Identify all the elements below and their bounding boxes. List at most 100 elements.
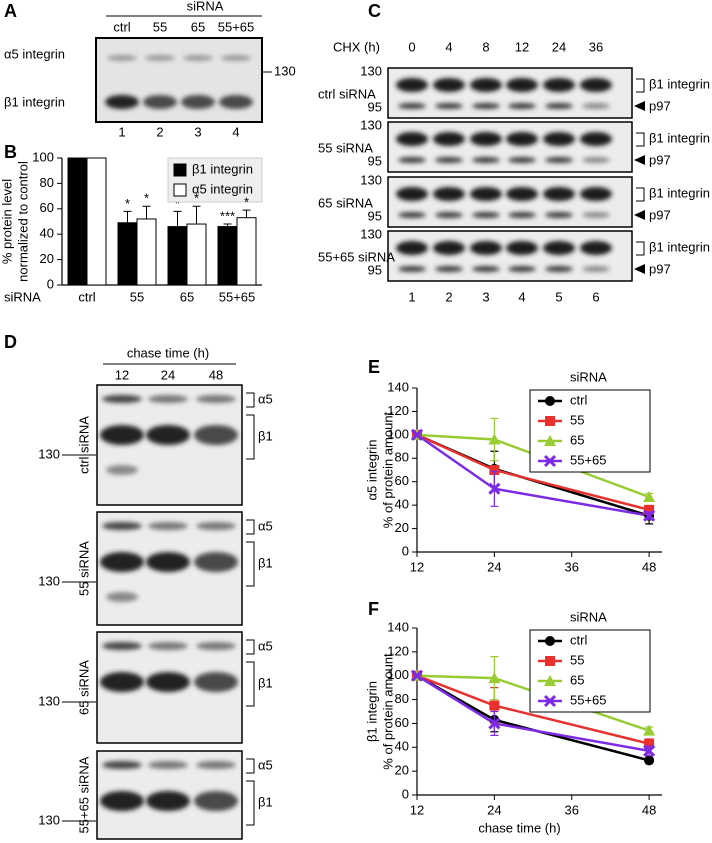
band bbox=[472, 266, 500, 272]
lane-number: 1 bbox=[408, 289, 415, 304]
band-label: α5 bbox=[258, 391, 273, 406]
band-label: β1 bbox=[258, 555, 273, 570]
band bbox=[543, 132, 575, 146]
band-label: α5 bbox=[258, 757, 273, 772]
band bbox=[196, 761, 236, 769]
marker-label: 130 bbox=[360, 63, 382, 78]
bracket bbox=[636, 187, 645, 202]
error-bar bbox=[223, 223, 232, 227]
band-label: β1 integrin bbox=[649, 185, 710, 200]
band bbox=[196, 522, 236, 530]
arrow bbox=[634, 210, 645, 220]
band bbox=[543, 241, 575, 255]
lane-number: 2 bbox=[156, 124, 163, 139]
band bbox=[545, 266, 573, 272]
blot bbox=[95, 37, 263, 123]
band bbox=[146, 425, 190, 445]
marker-label: 95 bbox=[368, 99, 382, 114]
legend-title: siRNA bbox=[570, 369, 607, 384]
significance: * bbox=[194, 191, 199, 206]
lane-label: ctrl bbox=[113, 19, 130, 34]
y-tick-label: 100 bbox=[387, 426, 409, 441]
band bbox=[396, 132, 428, 146]
band bbox=[194, 552, 238, 572]
band bbox=[472, 103, 500, 109]
bracket bbox=[636, 132, 645, 147]
x-tick-label: 48 bbox=[642, 559, 656, 574]
band bbox=[143, 95, 177, 109]
row-label: 65 siRNA bbox=[76, 660, 91, 715]
time-label: 36 bbox=[589, 39, 603, 54]
blot-header: CHX (h) bbox=[333, 39, 380, 54]
x-tick-label: 36 bbox=[565, 802, 579, 817]
band bbox=[470, 78, 502, 92]
band bbox=[100, 791, 144, 811]
y-tick-label: 20 bbox=[395, 763, 409, 778]
error-bar bbox=[192, 205, 201, 225]
panel-label: B bbox=[4, 142, 17, 162]
error-bar bbox=[242, 209, 251, 218]
error-bar bbox=[142, 205, 151, 219]
band bbox=[219, 95, 253, 109]
band bbox=[100, 552, 144, 572]
time-label: 24 bbox=[161, 367, 175, 382]
blot-header: siRNA bbox=[187, 0, 224, 13]
legend-label: ctrl bbox=[570, 392, 587, 407]
x-tick-label: ctrl bbox=[78, 289, 95, 304]
y-tick-label: 40 bbox=[395, 497, 409, 512]
blot bbox=[387, 121, 633, 173]
time-label: 4 bbox=[445, 39, 452, 54]
point bbox=[644, 504, 655, 515]
point bbox=[643, 490, 656, 502]
y-tick-label: 20 bbox=[395, 520, 409, 535]
band bbox=[148, 522, 188, 530]
lane-number: 1 bbox=[118, 124, 125, 139]
band bbox=[508, 266, 536, 272]
x-tick-label: 24 bbox=[487, 802, 501, 817]
band bbox=[433, 132, 465, 146]
x-tick-label: 12 bbox=[410, 559, 424, 574]
legend-label: α5 integrin bbox=[192, 181, 253, 196]
band bbox=[543, 187, 575, 201]
band-label: β1 integrin bbox=[649, 76, 710, 91]
band bbox=[545, 157, 573, 163]
panel-label: C bbox=[368, 1, 381, 21]
band bbox=[396, 187, 428, 201]
bracket bbox=[636, 78, 645, 93]
band bbox=[107, 55, 137, 61]
band bbox=[580, 132, 612, 146]
blot bbox=[387, 230, 633, 282]
band bbox=[196, 395, 236, 403]
lane-label: 55 bbox=[153, 19, 167, 34]
band-label: p97 bbox=[649, 261, 671, 276]
band bbox=[506, 78, 538, 92]
band bbox=[545, 103, 573, 109]
legend-swatch bbox=[173, 183, 187, 197]
bracket bbox=[246, 392, 255, 408]
lane-number: 3 bbox=[194, 124, 201, 139]
band bbox=[100, 425, 144, 445]
bracket bbox=[246, 780, 255, 826]
point bbox=[488, 482, 501, 495]
x-tick-label: 55 bbox=[130, 289, 144, 304]
band bbox=[543, 78, 575, 92]
band bbox=[580, 78, 612, 92]
band bbox=[102, 761, 142, 769]
lane-number: 5 bbox=[555, 289, 562, 304]
marker-label: 130 bbox=[274, 63, 296, 78]
marker-label: 130 bbox=[360, 172, 382, 187]
y-axis-label: % of protein amount bbox=[380, 411, 395, 528]
panel-label: D bbox=[4, 332, 17, 352]
point bbox=[545, 396, 555, 406]
x-axis-label: chase time (h) bbox=[478, 820, 560, 835]
row-label: 55 siRNA bbox=[318, 140, 373, 155]
x-axis-label: siRNA bbox=[4, 289, 41, 304]
band bbox=[398, 212, 426, 218]
y-axis-label: α5 integrin bbox=[364, 440, 379, 501]
row-label: α5 integrin bbox=[4, 46, 65, 61]
band bbox=[506, 187, 538, 201]
band bbox=[435, 103, 463, 109]
error-bar bbox=[173, 210, 182, 227]
band bbox=[398, 266, 426, 272]
band bbox=[470, 132, 502, 146]
